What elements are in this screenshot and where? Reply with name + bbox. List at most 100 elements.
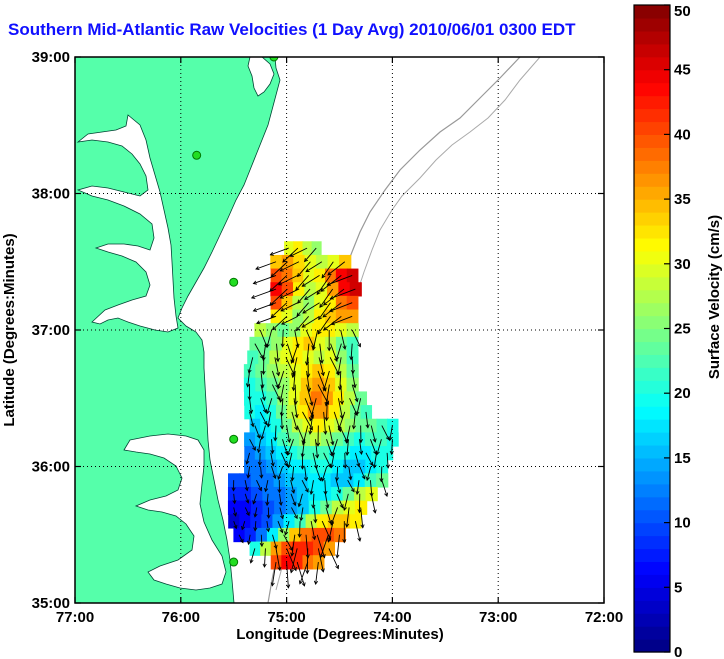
velocity-arrow xyxy=(259,411,268,426)
colorbar-swatch xyxy=(634,367,670,381)
hf-radar-station[interactable] xyxy=(192,150,202,160)
velocity-arrow xyxy=(255,315,277,325)
colorbar-swatch xyxy=(634,509,670,524)
velocity-cell xyxy=(270,295,283,311)
velocity-arrow xyxy=(253,521,258,532)
velocity-cell xyxy=(303,309,315,324)
velocity-cell xyxy=(292,336,305,352)
colorbar-swatch xyxy=(634,302,670,317)
velocity-arrow xyxy=(311,329,319,351)
velocity-arrow xyxy=(388,425,393,442)
velocity-arrow xyxy=(355,398,362,416)
velocity-arrow xyxy=(271,466,277,480)
velocity-arrow xyxy=(255,261,277,271)
velocity-arrow xyxy=(365,452,374,467)
velocity-arrow xyxy=(233,520,238,530)
colorbar-swatch xyxy=(634,548,670,563)
velocity-cell xyxy=(270,309,283,324)
velocity-arrow xyxy=(276,370,285,390)
velocity-arrow xyxy=(286,562,291,589)
velocity-arrow xyxy=(328,548,339,570)
colorbar-swatch xyxy=(634,199,670,213)
velocity-arrow xyxy=(296,261,311,278)
velocity-arrow xyxy=(336,357,342,376)
velocity-arrow xyxy=(279,261,300,272)
velocity-arrow xyxy=(335,343,342,361)
velocity-arrow xyxy=(318,357,325,377)
velocity-arrow xyxy=(375,439,382,456)
velocity-cell xyxy=(307,473,320,488)
colorbar-swatch xyxy=(634,639,670,653)
velocity-cell xyxy=(288,432,300,447)
velocity-arrow xyxy=(305,261,323,273)
velocity-cell xyxy=(239,514,252,529)
velocity-cell xyxy=(339,405,351,420)
velocity-cell xyxy=(303,268,315,283)
colorbar-tick-label: 15 xyxy=(674,450,691,467)
velocity-cell xyxy=(314,268,326,283)
velocity-arrow xyxy=(270,452,275,467)
velocity-arrow xyxy=(279,288,299,299)
velocity-arrow xyxy=(271,316,288,331)
velocity-arrow xyxy=(381,480,389,498)
velocity-arrow xyxy=(385,452,391,469)
colorbar-swatch xyxy=(634,600,670,614)
colorbar-swatch xyxy=(634,224,670,239)
velocity-cell xyxy=(278,364,291,379)
velocity-arrow xyxy=(340,329,347,350)
colorbar-tick-label: 40 xyxy=(674,126,691,143)
colorbar-swatch xyxy=(634,393,670,407)
velocity-arrow xyxy=(351,329,361,348)
colorbar-tick-label: 5 xyxy=(674,579,682,596)
velocity-arrow xyxy=(273,425,278,442)
hf-radar-station[interactable] xyxy=(269,53,279,62)
velocity-arrow xyxy=(280,329,285,348)
velocity-cell xyxy=(260,418,272,433)
velocity-arrow xyxy=(249,548,256,564)
velocity-cell xyxy=(335,309,348,324)
velocity-cell xyxy=(251,500,264,515)
velocity-cell xyxy=(355,391,368,406)
velocity-arrow xyxy=(315,439,320,459)
hf-radar-station[interactable] xyxy=(229,557,239,567)
velocity-arrow xyxy=(310,521,317,541)
colorbar-swatch xyxy=(634,30,670,45)
colorbar-swatch xyxy=(634,522,670,537)
velocity-arrow xyxy=(311,493,316,509)
x-tick-label: 77:00 xyxy=(56,609,94,626)
velocity-arrow xyxy=(254,425,261,439)
colorbar-swatch xyxy=(634,444,670,459)
velocity-arrow xyxy=(279,411,285,430)
hf-radar-station[interactable] xyxy=(229,277,239,287)
velocity-arrow xyxy=(248,398,254,415)
hf-radar-station[interactable] xyxy=(229,434,239,444)
velocity-arrow xyxy=(289,548,298,574)
velocity-arrow xyxy=(295,316,310,332)
velocity-arrow xyxy=(272,534,278,550)
colorbar-label: Surface Velocity (cm/s) xyxy=(706,215,723,379)
colorbar-tick-label: 45 xyxy=(674,62,691,79)
velocity-arrow xyxy=(321,261,334,279)
colorbar-swatch xyxy=(634,406,670,420)
velocity-arrow xyxy=(260,384,266,402)
velocity-arrow xyxy=(365,411,370,429)
velocity-arrow xyxy=(321,466,328,482)
y-tick-label: 37:00 xyxy=(32,322,70,339)
velocity-cell xyxy=(281,309,294,324)
velocity-arrow xyxy=(355,480,360,496)
velocity-arrow xyxy=(330,315,353,326)
velocity-arrow xyxy=(322,302,342,318)
colorbar-swatch xyxy=(634,535,670,550)
velocity-arrow xyxy=(345,439,350,456)
colorbar-swatch xyxy=(634,69,670,84)
velocity-arrow xyxy=(287,452,293,469)
velocity-arrow xyxy=(290,480,296,494)
velocity-arrow xyxy=(370,493,377,514)
colorbar-swatch xyxy=(634,276,670,291)
velocity-arrow xyxy=(256,439,262,454)
colorbar-swatch xyxy=(634,341,670,355)
velocity-arrow xyxy=(257,452,262,467)
velocity-cell xyxy=(283,514,296,529)
velocity-cell xyxy=(338,282,351,297)
